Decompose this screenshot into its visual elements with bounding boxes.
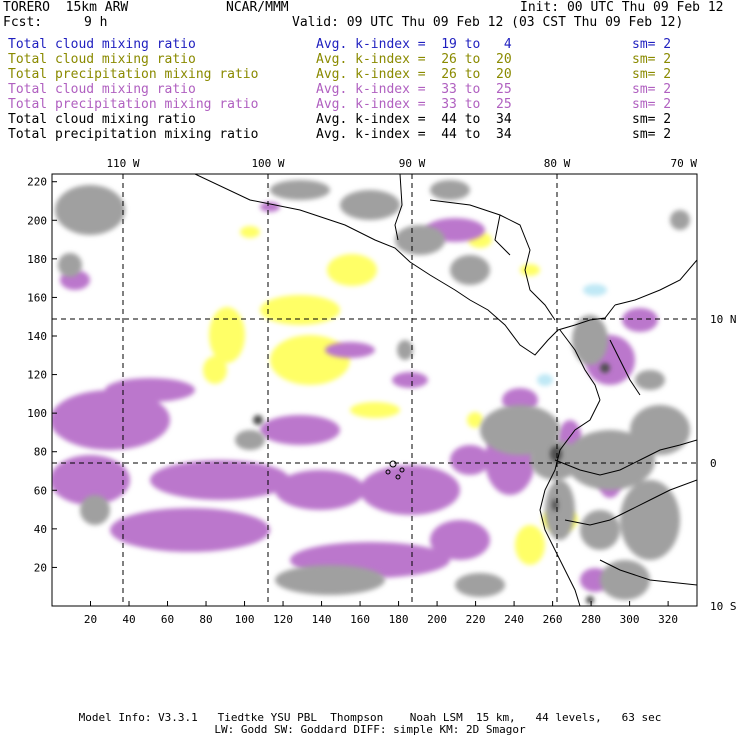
model-info-line1: Model Info: V3.3.1 Tiedtke YSU PBL Thomp… xyxy=(78,711,662,724)
legend-sm: sm= 2 xyxy=(632,112,672,127)
legend-kindex: Avg. k-index = 26 to 20 xyxy=(316,52,512,67)
y-tick-label: 80 xyxy=(34,446,47,459)
x-tick-label: 200 xyxy=(427,613,447,626)
legend-kindex: Avg. k-index = 19 to 4 xyxy=(316,37,512,52)
legend-field: Total precipitation mixing ratio xyxy=(8,97,259,112)
cloud-fields xyxy=(52,180,690,604)
legend-field: Total cloud mixing ratio xyxy=(8,52,196,67)
latitude-labels: 10 N 0 10 S xyxy=(710,313,737,613)
forecast-label: Fcst: xyxy=(3,15,43,30)
longitude-label: 110 W xyxy=(106,157,139,170)
longitude-label: 80 W xyxy=(544,157,571,170)
model-title: TORERO 15km ARW xyxy=(3,0,129,15)
x-grid-ticks: 20 40 60 80 100 120 140 160 180 200 220 240 260 280 30… xyxy=(84,601,678,626)
lat-lon-grid xyxy=(52,174,697,606)
legend-field: Total cloud mixing ratio xyxy=(8,82,196,97)
legend-sm: sm= 2 xyxy=(632,37,672,52)
y-tick-label: 180 xyxy=(27,253,47,266)
y-tick-label: 100 xyxy=(27,407,47,420)
latitude-label: 10 S xyxy=(710,600,737,613)
y-tick-label: 140 xyxy=(27,330,47,343)
forecast-hours: 9 h xyxy=(84,15,108,30)
cyan-cloud-field xyxy=(537,284,607,386)
y-tick-label: 200 xyxy=(27,214,47,227)
x-tick-label: 180 xyxy=(389,613,409,626)
x-tick-label: 260 xyxy=(543,613,563,626)
longitude-label: 70 W xyxy=(671,157,698,170)
init-time: Init: 00 UTC Thu 09 Feb 12 xyxy=(520,0,724,15)
legend-kindex: Avg. k-index = 44 to 34 xyxy=(316,112,512,127)
legend-kindex: Avg. k-index = 26 to 20 xyxy=(316,67,512,82)
x-tick-label: 120 xyxy=(273,613,293,626)
x-tick-label: 220 xyxy=(466,613,486,626)
y-tick-label: 20 xyxy=(34,561,47,574)
latitude-label: 10 N xyxy=(710,313,737,326)
legend-kindex: Avg. k-index = 44 to 34 xyxy=(316,127,512,142)
legend-field: Total precipitation mixing ratio xyxy=(8,127,259,142)
legend-field: Total precipitation mixing ratio xyxy=(8,67,259,82)
latitude-label: 0 xyxy=(710,457,717,470)
longitude-label: 100 W xyxy=(251,157,284,170)
legend-sm: sm= 2 xyxy=(632,67,672,82)
coastlines xyxy=(194,174,697,606)
gray-cloud-field xyxy=(55,180,690,600)
x-tick-label: 320 xyxy=(658,613,678,626)
y-tick-label: 40 xyxy=(34,523,47,536)
y-tick-label: 160 xyxy=(27,291,47,304)
x-tick-label: 300 xyxy=(620,613,640,626)
model-info-line2: LW: Godd SW: Goddard DIFF: simple KM: 2D… xyxy=(214,723,526,736)
x-tick-label: 80 xyxy=(199,613,212,626)
center-label: NCAR/MMM xyxy=(226,0,289,15)
y-grid-ticks: 220 200 180 160 140 120 100 80 60 40 20 xyxy=(27,176,57,574)
x-tick-label: 280 xyxy=(581,613,601,626)
longitude-label: 90 W xyxy=(399,157,426,170)
legend-field: Total cloud mixing ratio xyxy=(8,37,196,52)
y-tick-label: 60 xyxy=(34,484,47,497)
x-tick-label: 60 xyxy=(161,613,174,626)
y-tick-label: 220 xyxy=(27,176,47,189)
x-tick-label: 240 xyxy=(504,613,524,626)
legend-sm: sm= 2 xyxy=(632,127,672,142)
legend-kindex: Avg. k-index = 33 to 25 xyxy=(316,82,512,97)
legend-kindex: Avg. k-index = 33 to 25 xyxy=(316,97,512,112)
map-frame xyxy=(51,173,698,607)
x-tick-label: 140 xyxy=(312,613,332,626)
legend-field: Total cloud mixing ratio xyxy=(8,112,196,127)
x-tick-label: 40 xyxy=(122,613,135,626)
legend-sm: sm= 2 xyxy=(632,52,672,67)
x-tick-label: 160 xyxy=(350,613,370,626)
longitude-labels: 110 W 100 W 90 W 80 W 70 W xyxy=(106,157,697,170)
valid-time: Valid: 09 UTC Thu 09 Feb 12 (03 CST Thu … xyxy=(292,15,684,30)
legend-sm: sm= 2 xyxy=(632,97,672,112)
x-tick-label: 100 xyxy=(235,613,255,626)
x-tick-label: 20 xyxy=(84,613,97,626)
legend-sm: sm= 2 xyxy=(632,82,672,97)
y-tick-label: 120 xyxy=(27,369,47,382)
